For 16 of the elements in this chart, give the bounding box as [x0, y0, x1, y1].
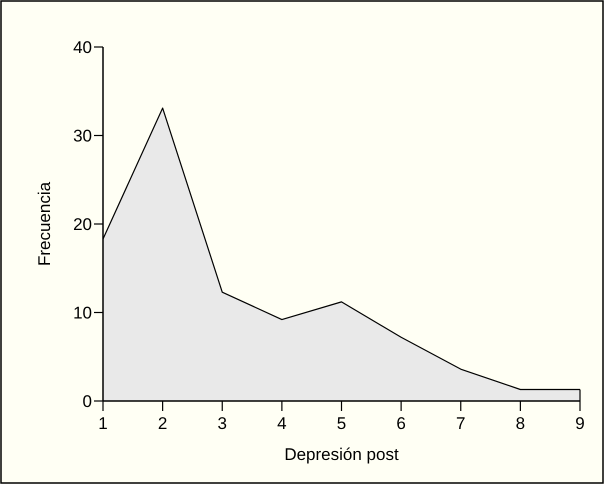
x-tick-label: 5 [336, 414, 346, 433]
y-tick-label: 30 [73, 126, 92, 146]
y-tick-label: 20 [73, 214, 92, 234]
x-tick-label: 4 [277, 414, 287, 433]
y-tick-label: 40 [73, 38, 92, 57]
x-tick-label: 6 [396, 414, 406, 433]
x-tick-label: 7 [456, 414, 466, 433]
x-tick-label: 2 [158, 414, 168, 433]
x-tick-label: 1 [98, 414, 108, 433]
y-tick-label: 0 [82, 392, 92, 411]
x-tick-label: 9 [575, 414, 585, 433]
x-tick-label: 3 [218, 414, 227, 433]
x-tick-label: 8 [516, 414, 526, 433]
x-axis-title: Depresión post [284, 445, 399, 464]
y-tick-label: 10 [73, 303, 92, 322]
y-axis-title: Frecuencia [35, 181, 54, 266]
